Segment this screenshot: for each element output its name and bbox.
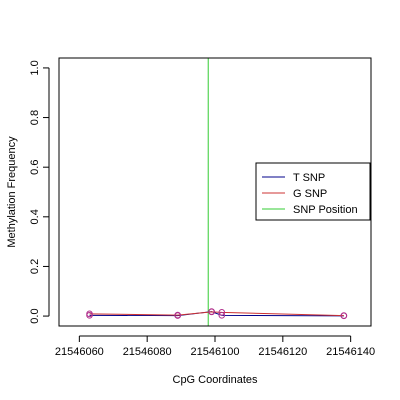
data-point-t-snp xyxy=(218,312,226,319)
data-point-g-snp xyxy=(208,308,215,316)
legend-label: G SNP xyxy=(293,188,327,200)
legend-label: T SNP xyxy=(293,172,325,184)
x-tick-label: 21546140 xyxy=(326,346,375,358)
y-tick-label: 0.4 xyxy=(29,209,41,224)
data-point-g-snp xyxy=(218,309,226,316)
plot-layer xyxy=(86,58,348,326)
y-tick-label: 1.0 xyxy=(29,60,41,75)
series-line-g-snp xyxy=(89,311,344,317)
x-tick-label: 21546060 xyxy=(55,346,104,358)
plot-frame xyxy=(58,57,372,327)
y-tick-label: 0.8 xyxy=(29,110,41,125)
legend: T SNP G SNP SNP Position xyxy=(255,162,371,221)
x-tick-label: 21546120 xyxy=(258,346,307,358)
y-tick-label: 0.2 xyxy=(29,259,41,274)
y-axis-label: Methylation Frequency xyxy=(6,136,18,248)
legend-box xyxy=(255,162,371,221)
data-point-g-snp xyxy=(340,312,348,319)
x-axis-label: CpG Coordinates xyxy=(173,374,258,386)
x-tick-label: 21546080 xyxy=(123,346,172,358)
x-tick-label: 21546100 xyxy=(191,346,240,358)
y-tick-label: 0.0 xyxy=(29,308,41,323)
y-tick-label: 0.6 xyxy=(29,160,41,175)
legend-label: SNP Position xyxy=(293,204,358,216)
data-point-g-snp xyxy=(174,311,181,319)
data-point-g-snp xyxy=(86,310,93,318)
